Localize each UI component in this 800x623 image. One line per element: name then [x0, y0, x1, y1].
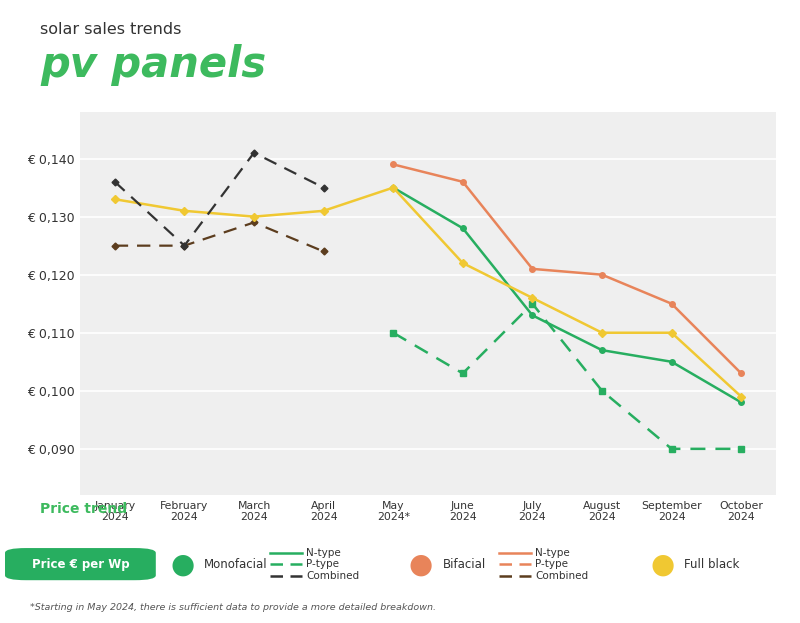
Text: N-type: N-type	[306, 548, 341, 558]
Text: Combined: Combined	[535, 571, 588, 581]
Text: Price € per Wp: Price € per Wp	[31, 558, 130, 571]
FancyBboxPatch shape	[5, 548, 156, 580]
Text: ●: ●	[170, 551, 194, 578]
Text: Full black: Full black	[684, 558, 739, 571]
Text: P-type: P-type	[306, 559, 339, 569]
Text: solar sales trends: solar sales trends	[40, 22, 182, 37]
Text: Bifacial: Bifacial	[442, 558, 486, 571]
Text: Price trend: Price trend	[40, 502, 127, 515]
Text: Monofacial: Monofacial	[204, 558, 268, 571]
Text: ●: ●	[409, 551, 433, 578]
Text: P-type: P-type	[535, 559, 568, 569]
Text: pv panels: pv panels	[40, 44, 266, 85]
Text: N-type: N-type	[535, 548, 570, 558]
Text: *Starting in May 2024, there is sufficient data to provide a more detailed break: *Starting in May 2024, there is sufficie…	[30, 603, 437, 612]
Text: Combined: Combined	[306, 571, 359, 581]
Text: ●: ●	[650, 551, 674, 578]
